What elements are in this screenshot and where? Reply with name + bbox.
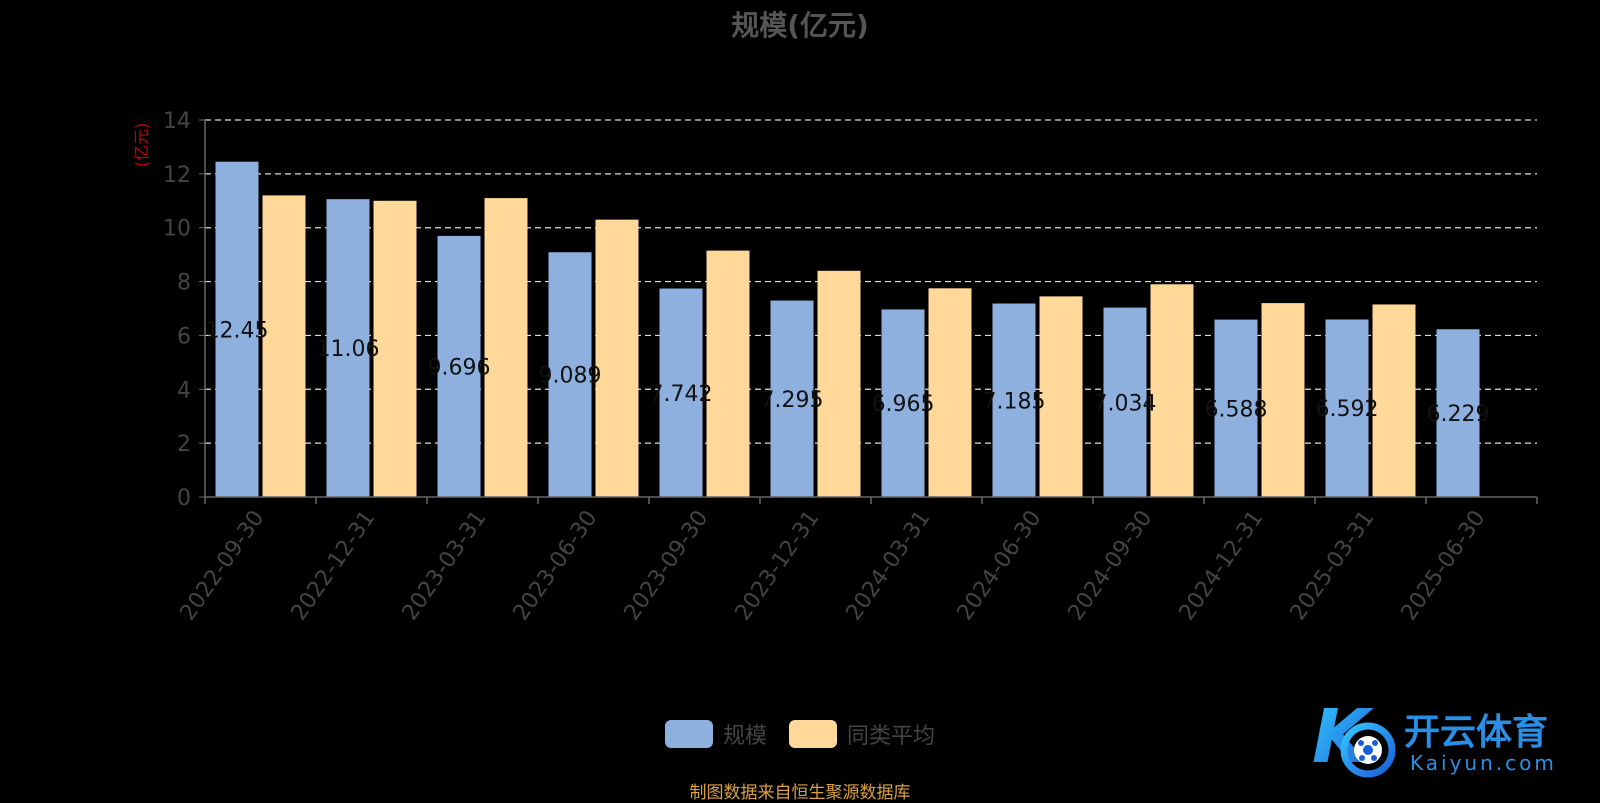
bar-scale[interactable] bbox=[659, 288, 703, 497]
data-label-scale: 7.185 bbox=[983, 389, 1046, 414]
bar-peer-average[interactable] bbox=[1372, 304, 1416, 497]
kaiyun-logo-icon: K bbox=[1312, 694, 1396, 780]
data-label-scale: 12.45 bbox=[206, 318, 269, 343]
x-tick-label: 2024-12-31 bbox=[1175, 506, 1269, 625]
bar-scale[interactable] bbox=[1103, 307, 1147, 497]
x-tick-label: 2024-03-31 bbox=[842, 506, 936, 625]
chart-title: 规模(亿元) bbox=[731, 9, 869, 42]
bar-peer-average[interactable] bbox=[595, 219, 639, 497]
y-axis-label: (亿元) bbox=[132, 123, 151, 168]
legend-swatch-scale bbox=[664, 720, 713, 748]
bar-scale[interactable] bbox=[1436, 329, 1480, 497]
y-tick-label: 10 bbox=[163, 217, 191, 242]
bar-scale[interactable] bbox=[1325, 319, 1369, 497]
bar-peer-average[interactable] bbox=[1150, 284, 1194, 497]
bar-peer-average[interactable] bbox=[1261, 303, 1305, 497]
legend-label-peer-average: 同类平均 bbox=[847, 724, 936, 749]
grid-layer bbox=[205, 119, 1537, 444]
data-source-note: 制图数据来自恒生聚源数据库 bbox=[689, 783, 911, 803]
x-tick-label: 2025-06-30 bbox=[1397, 506, 1491, 625]
bar-scale[interactable] bbox=[881, 309, 925, 497]
data-label-scale: 7.034 bbox=[1094, 391, 1157, 416]
legend-swatch-peer-average bbox=[789, 720, 837, 748]
bar-scale[interactable] bbox=[215, 161, 259, 497]
data-label-scale: 9.696 bbox=[428, 355, 491, 380]
x-tick-label: 2024-06-30 bbox=[953, 506, 1047, 625]
bar-peer-average[interactable] bbox=[484, 198, 528, 498]
x-tick-label: 2025-03-31 bbox=[1286, 506, 1380, 625]
data-label-scale: 6.592 bbox=[1316, 397, 1379, 422]
bars-layer bbox=[215, 161, 1480, 498]
legend-label-scale: 规模 bbox=[722, 724, 767, 749]
x-tick-label: 2023-12-31 bbox=[731, 506, 825, 625]
data-label-scale: 9.089 bbox=[539, 364, 602, 389]
bar-scale[interactable] bbox=[770, 300, 814, 497]
y-tick-label: 14 bbox=[163, 109, 191, 134]
data-label-scale: 7.742 bbox=[650, 382, 713, 407]
watermark-logo: K 开云体育 Kaiyun.com bbox=[1312, 694, 1592, 780]
y-tick-label: 6 bbox=[177, 324, 191, 349]
x-tick-label: 2022-09-30 bbox=[176, 506, 270, 625]
data-label-scale: 11.06 bbox=[317, 337, 380, 362]
bar-scale[interactable] bbox=[437, 235, 481, 497]
data-label-scale: 6.229 bbox=[1427, 402, 1490, 427]
bar-scale[interactable] bbox=[326, 199, 370, 498]
data-label-scale: 6.965 bbox=[872, 392, 935, 417]
watermark-brand-text: 开云体育 bbox=[1404, 712, 1548, 753]
data-label-scale: 7.295 bbox=[761, 388, 824, 413]
x-tick-label: 2023-06-30 bbox=[509, 506, 603, 625]
bar-scale[interactable] bbox=[1214, 319, 1258, 497]
y-tick-label: 8 bbox=[177, 271, 191, 296]
bar-scale[interactable] bbox=[992, 303, 1036, 497]
y-tick-label: 4 bbox=[177, 378, 191, 403]
legend: 规模 同类平均 bbox=[0, 718, 1600, 750]
y-tick-label: 0 bbox=[177, 486, 191, 511]
bar-peer-average[interactable] bbox=[373, 200, 417, 498]
x-tick-label: 2023-09-30 bbox=[620, 506, 714, 625]
watermark-url-text: Kaiyun.com bbox=[1410, 751, 1557, 775]
x-tick-label: 2023-03-31 bbox=[398, 506, 492, 625]
y-tick-label: 2 bbox=[177, 432, 191, 457]
bar-peer-average[interactable] bbox=[706, 250, 750, 497]
y-tick-label: 12 bbox=[163, 163, 191, 188]
bar-chart: 12.45 11.06 9.696 9.089 7.742 7.295 6.965 7.185… bbox=[132, 109, 1538, 625]
legend-item-peer-average[interactable]: 同类平均 bbox=[789, 718, 935, 750]
bar-peer-average[interactable] bbox=[1039, 296, 1083, 497]
data-labels-layer: 12.45 11.06 9.696 9.089 7.742 7.295 6.965 7.185… bbox=[206, 318, 1490, 427]
bar-peer-average[interactable] bbox=[817, 270, 861, 497]
bar-peer-average[interactable] bbox=[262, 195, 306, 497]
data-label-scale: 6.588 bbox=[1205, 397, 1268, 422]
legend-item-scale[interactable]: 规模 bbox=[664, 718, 767, 750]
x-tick-label: 2024-09-30 bbox=[1064, 506, 1158, 625]
bar-scale[interactable] bbox=[548, 252, 592, 497]
x-tick-label: 2022-12-31 bbox=[287, 506, 381, 625]
bar-peer-average[interactable] bbox=[928, 288, 972, 497]
